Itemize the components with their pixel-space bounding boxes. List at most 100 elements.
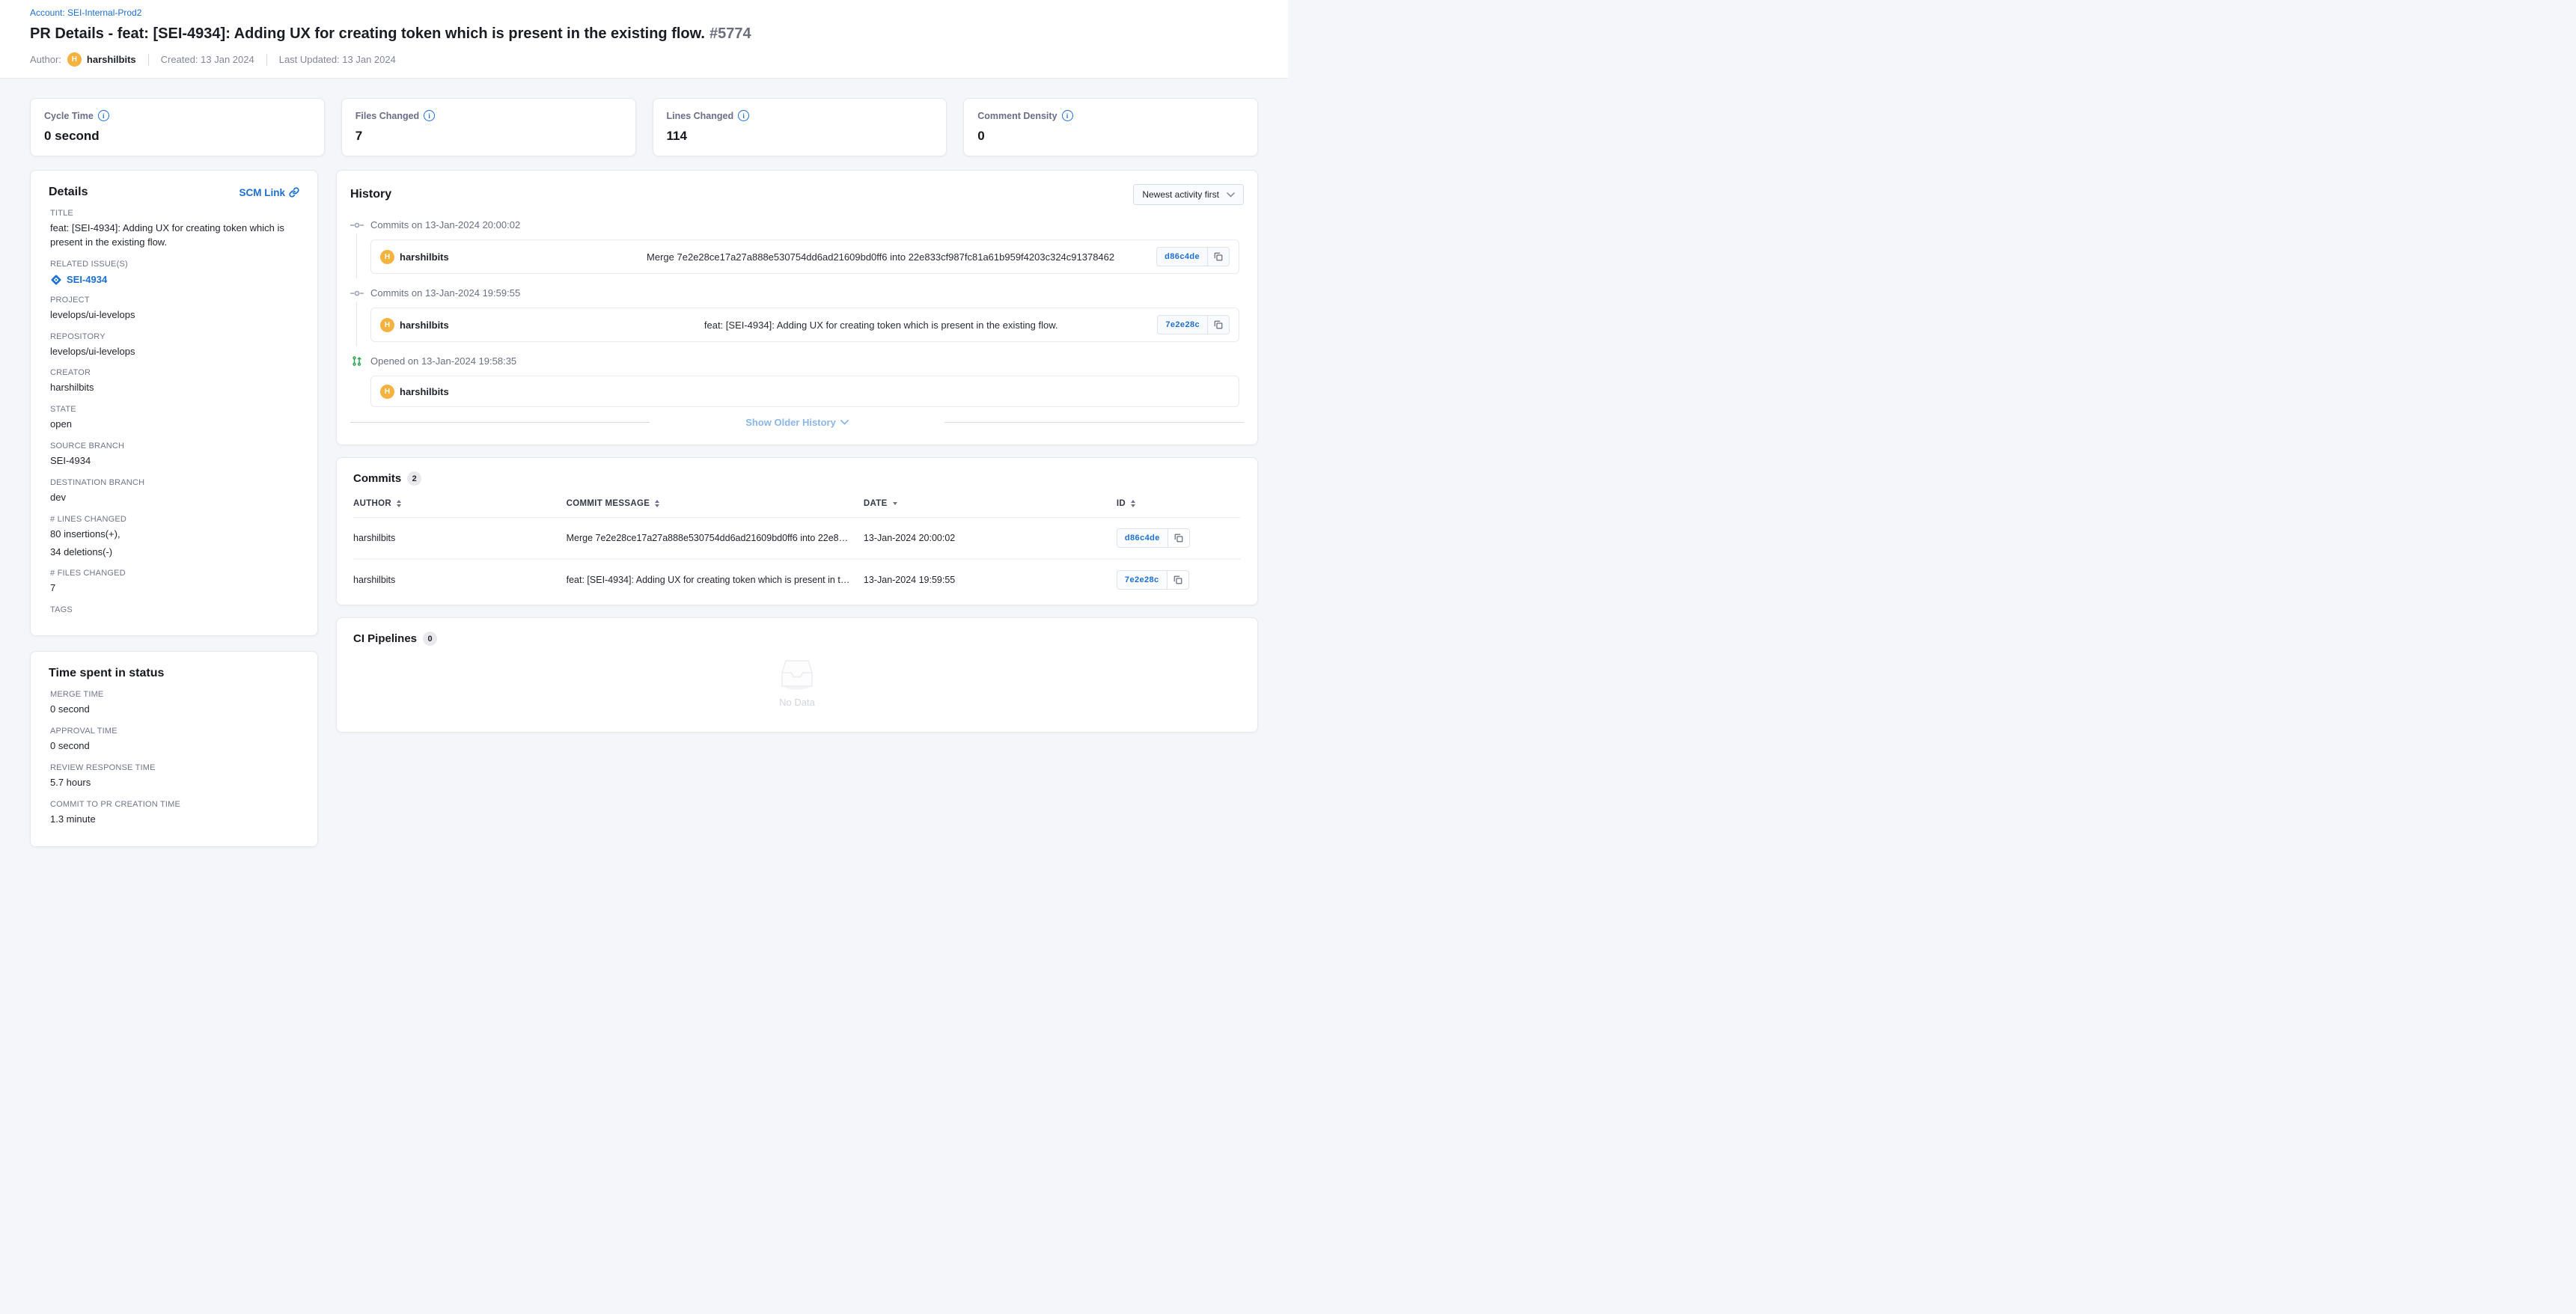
history-timeline: Commits on 13-Jan-2024 20:00:02 H harshi… xyxy=(350,216,1244,407)
scm-link[interactable]: SCM Link xyxy=(239,187,299,198)
info-icon[interactable]: i xyxy=(424,110,436,121)
copy-button[interactable] xyxy=(1167,570,1189,590)
history-entry: Commits on 13-Jan-2024 19:59:55 H harshi… xyxy=(350,284,1244,346)
time-in-status-heading: Time spent in status xyxy=(49,667,165,680)
copy-button[interactable] xyxy=(1208,315,1230,334)
field-value: feat: [SEI-4934]: Adding UX for creating… xyxy=(50,222,284,248)
field-value: open xyxy=(50,418,72,430)
author-avatar: H xyxy=(67,52,82,67)
pr-author-name: harshilbits xyxy=(400,385,449,397)
ci-pipelines-heading: CI Pipelines xyxy=(353,632,418,645)
field-label: REPOSITORY xyxy=(50,331,106,341)
metric-card-comment-density: Comment Density i 0 xyxy=(963,98,1258,156)
info-icon[interactable]: i xyxy=(97,110,109,121)
pr-number: #5774 xyxy=(709,25,751,42)
metric-card-cycle-time: Cycle Time i 0 second xyxy=(30,98,325,156)
pull-request-open-icon xyxy=(350,356,364,367)
column-header-date[interactable]: DATE xyxy=(864,499,1117,508)
commits-panel: Commits 2 AUTHOR COMMIT MESSAGE DATE xyxy=(336,457,1258,605)
column-label: ID xyxy=(1116,499,1126,508)
history-heading: History xyxy=(350,188,392,201)
link-icon xyxy=(289,187,299,198)
ci-pipelines-count-badge: 0 xyxy=(423,632,438,646)
history-entry-label: Opened on 13-Jan-2024 19:58:35 xyxy=(370,355,517,367)
column-header-id[interactable]: ID xyxy=(1117,499,1241,508)
cell-commit-message: Merge 7e2e28ce17a27a888e530754dd6ad21609… xyxy=(566,533,864,543)
detail-field-tags: TAGS xyxy=(49,605,299,614)
commits-table-header: AUTHOR COMMIT MESSAGE DATE ID xyxy=(353,486,1241,518)
detail-field-state: STATE open xyxy=(49,405,299,432)
history-entry: Opened on 13-Jan-2024 19:58:35 H harshil… xyxy=(350,352,1244,407)
info-icon[interactable]: i xyxy=(1061,110,1073,121)
info-icon[interactable]: i xyxy=(738,110,750,121)
field-value: 34 deletions(-) xyxy=(50,546,113,557)
detail-field-repository: REPOSITORY levelops/ui-levelops xyxy=(49,332,299,359)
metric-label: Comment Density xyxy=(977,110,1057,121)
column-header-commit-message[interactable]: COMMIT MESSAGE xyxy=(567,499,864,508)
commit-message: Merge 7e2e28ce17a27a888e530754dd6ad21609… xyxy=(647,251,1115,263)
commit-author-name: harshilbits xyxy=(400,319,449,331)
author-label: Author: xyxy=(30,54,61,65)
related-issue-link[interactable]: SEI-4934 xyxy=(50,274,299,286)
history-panel: History Newest activity first Commits on… xyxy=(336,170,1258,445)
detail-field-lines-changed: # LINES CHANGED 80 insertions(+), 34 del… xyxy=(49,515,299,560)
chevron-down-icon xyxy=(1227,192,1235,198)
field-value: 1.3 minute xyxy=(50,813,96,825)
commit-hash-badge[interactable]: d86c4de xyxy=(1156,247,1208,266)
commit-hash-badge[interactable]: 7e2e28c xyxy=(1116,570,1168,590)
show-older-history-button[interactable]: Show Older History xyxy=(745,417,849,428)
column-label: AUTHOR xyxy=(353,499,391,508)
detail-field-title: TITLE feat: [SEI-4934]: Adding UX for cr… xyxy=(49,209,299,250)
left-column: Details SCM Link TITLE feat: [SEI-4934]:… xyxy=(30,170,318,847)
main-content: Cycle Time i 0 second Files Changed i 7 Li… xyxy=(0,79,1288,862)
field-label: RELATED ISSUE(S) xyxy=(50,259,128,269)
details-panel: Details SCM Link TITLE feat: [SEI-4934]:… xyxy=(30,170,318,637)
copy-icon xyxy=(1214,252,1223,261)
cell-date: 13-Jan-2024 19:59:55 xyxy=(863,575,956,585)
metric-card-lines-changed: Lines Changed i 114 xyxy=(652,98,947,156)
last-updated-date: Last Updated: 13 Jan 2024 xyxy=(278,54,396,65)
empty-state: No Data xyxy=(353,646,1241,712)
commit-hash-badge[interactable]: d86c4de xyxy=(1116,528,1168,548)
copy-icon xyxy=(1173,575,1182,584)
history-commit-card: H harshilbits feat: [SEI-4934]: Adding U… xyxy=(370,308,1239,342)
copy-button[interactable] xyxy=(1168,528,1190,548)
sort-desc-icon xyxy=(892,502,897,505)
field-label: TAGS xyxy=(50,605,73,615)
metric-value: 7 xyxy=(355,129,363,143)
table-row: harshilbits Merge 7e2e28ce17a27a888e5307… xyxy=(353,518,1241,560)
account-breadcrumb-link[interactable]: Account: SEI-Internal-Prod2 xyxy=(30,7,142,18)
commits-count-badge: 2 xyxy=(407,471,422,486)
field-label: MERGE TIME xyxy=(50,690,104,700)
field-label: CREATOR xyxy=(50,368,91,378)
scm-link-label: SCM Link xyxy=(239,186,285,198)
metric-value: 114 xyxy=(666,129,687,143)
empty-inbox-icon xyxy=(781,660,813,690)
field-value: 7 xyxy=(50,582,56,594)
field-label: DESTINATION BRANCH xyxy=(50,477,145,487)
divider-line xyxy=(350,422,650,423)
avatar: H xyxy=(380,384,394,399)
commits-heading: Commits xyxy=(353,472,402,485)
field-label: # FILES CHANGED xyxy=(50,569,126,578)
details-heading: Details xyxy=(49,186,88,198)
field-value: SEI-4934 xyxy=(50,455,91,467)
status-field-merge-time: MERGE TIME 0 second xyxy=(49,690,299,717)
show-older-label: Show Older History xyxy=(745,417,836,428)
cell-author: harshilbits xyxy=(353,533,396,543)
history-sort-dropdown[interactable]: Newest activity first xyxy=(1133,184,1244,205)
chevron-down-icon xyxy=(840,420,849,425)
metric-value: 0 second xyxy=(44,129,100,143)
column-label: COMMIT MESSAGE xyxy=(566,499,650,508)
copy-icon xyxy=(1214,320,1223,329)
git-commit-icon xyxy=(350,288,364,299)
status-field-approval-time: APPROVAL TIME 0 second xyxy=(49,727,299,754)
sort-icon xyxy=(1131,500,1136,507)
commit-hash-badge[interactable]: 7e2e28c xyxy=(1157,315,1208,334)
page-title: PR Details - feat: [SEI-4934]: Adding UX… xyxy=(30,25,1258,43)
detail-field-files-changed: # FILES CHANGED 7 xyxy=(49,569,299,596)
copy-button[interactable] xyxy=(1208,247,1230,266)
time-in-status-panel: Time spent in status MERGE TIME 0 second… xyxy=(30,651,318,847)
column-header-author[interactable]: AUTHOR xyxy=(353,499,567,508)
column-label: DATE xyxy=(863,499,888,508)
